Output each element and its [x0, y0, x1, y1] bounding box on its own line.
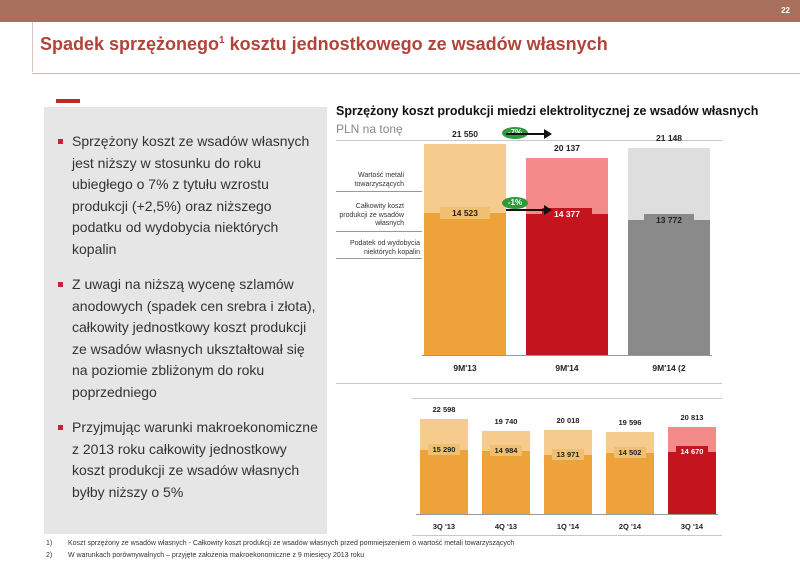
legend-total-cost: Całkowity koszt produkcji ze wsadów włas… [339, 203, 404, 227]
bullet-square-icon [58, 282, 63, 287]
bullet-square-icon [58, 139, 63, 144]
bar-inner-label: 14 670 [676, 446, 708, 458]
footnote: 2) W warunkach porównywalnych – przyjęte … [46, 552, 364, 559]
bullet-square-icon [58, 425, 63, 430]
title-underline [32, 73, 800, 74]
main-chart: Wartość metali towarzyszących Całkowity … [336, 127, 722, 384]
bullet-text: Przyjmując warunki makroekonomiczne z 20… [72, 419, 318, 500]
bar-inner-label: 14 523 [440, 206, 490, 219]
footnote-text: W warunkach porównywalnych – przyjęte za… [68, 552, 365, 559]
arrow-head [544, 129, 552, 139]
bar-inner-label: 15 290 [428, 443, 460, 455]
bar-lower [424, 212, 506, 355]
page-number: 22 [781, 6, 790, 15]
bar-total-label: 22 598 [432, 405, 456, 415]
category-label: 9M'13 [453, 363, 477, 373]
bar-lower [526, 214, 608, 355]
bar-total-label: 19 740 [494, 417, 518, 427]
top-bar: 22 [0, 0, 800, 22]
bar-total-label: 21 550 [452, 128, 478, 139]
category-label: 3Q '14 [680, 522, 704, 531]
bullet-text: Z uwagi na niższą wycenę szlamów anodowy… [72, 276, 316, 400]
page-title: Spadek sprzężonego1 kosztu jednostkowego… [40, 34, 608, 55]
category-label: 9M'14 [555, 363, 579, 373]
bar-total-label: 20 137 [554, 142, 580, 153]
bar-total-label: 20 018 [556, 415, 580, 425]
bullet-panel [44, 107, 327, 534]
quarterly-chart: 22 598 15 290 3Q '13 19 740 14 984 4Q '13 20 0… [412, 398, 722, 536]
header-divider [32, 22, 33, 72]
bar-lower [628, 220, 710, 355]
bullet-list: Sprzężony koszt ze wsadów własnych jest … [58, 131, 320, 517]
legend-mining-tax: Podatek od wydobycia niektórych kopalin [349, 240, 420, 256]
bar-upper [628, 147, 710, 221]
bar-lower [668, 452, 716, 514]
legend-line [336, 231, 422, 232]
title-text: Spadek sprzężonego [40, 34, 220, 54]
bar-inner-label: 13 772 [644, 214, 694, 227]
arrow-line [506, 209, 546, 211]
category-label: 1Q '14 [556, 522, 580, 531]
bar-inner-label: 14 377 [542, 208, 592, 221]
bullet-item: Z uwagi na niższą wycenę szlamów anodowy… [58, 274, 320, 403]
bar-lower [544, 455, 592, 514]
footnote-number: 2) [46, 552, 53, 559]
category-label: 9M'14 (2 [652, 363, 686, 373]
title-text-rest: kosztu jednostkowego ze wsadów własnych [224, 34, 608, 54]
chart-unit: PLN na tonę [336, 122, 403, 136]
axis-line [416, 514, 718, 515]
category-label: 4Q '13 [494, 522, 518, 531]
bar-total-label: 19 596 [618, 417, 642, 427]
change-badge: -1% [502, 197, 528, 209]
footnote-text: Koszt sprzężony ze wsadów własnych - Cał… [68, 540, 515, 547]
bullet-item: Sprzężony koszt ze wsadów własnych jest … [58, 131, 320, 260]
bar-inner-label: 14 502 [614, 447, 646, 459]
arrow-head [544, 205, 552, 215]
chart-title: Sprzężony koszt produkcji miedzi elektro… [336, 104, 759, 118]
footnote-number: 1) [46, 540, 53, 547]
title-footnote-mark: 1 [219, 35, 225, 46]
bullet-item: Przyjmując warunki makroekonomiczne z 20… [58, 417, 320, 503]
bar-total-label: 21 148 [656, 132, 682, 143]
category-label: 2Q '14 [618, 522, 642, 531]
bar-lower [420, 449, 468, 514]
category-label: 3Q '13 [432, 522, 456, 531]
bar-lower [606, 453, 654, 514]
legend-line [336, 258, 422, 259]
bar-upper [526, 157, 608, 215]
bar-inner-label: 13 971 [552, 449, 584, 461]
bullet-text: Sprzężony koszt ze wsadów własnych jest … [72, 133, 310, 257]
bar-lower [482, 451, 530, 514]
accent-marker [56, 99, 80, 103]
bar-inner-label: 14 984 [490, 445, 522, 457]
footnote: 1) Koszt sprzężony ze wsadów własnych - C… [46, 540, 514, 547]
axis-line [422, 355, 712, 356]
arrow-line [506, 133, 546, 135]
legend-line [336, 191, 422, 192]
legend-metals: Wartość metali towarzyszących [354, 172, 404, 188]
bar-upper [424, 143, 506, 213]
bar-total-label: 20 813 [680, 412, 704, 422]
